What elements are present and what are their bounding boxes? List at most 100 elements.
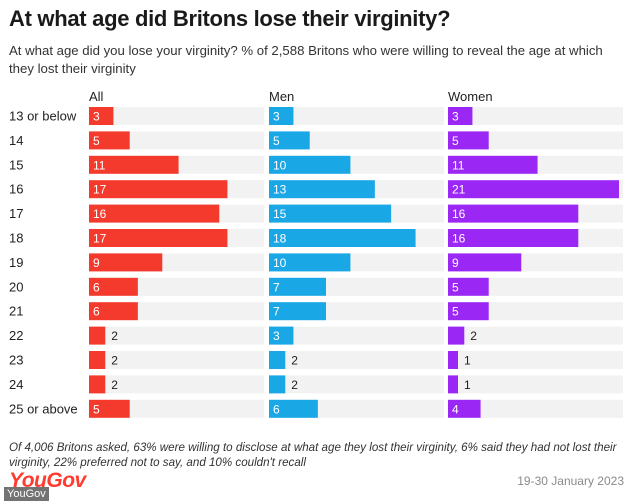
watermark: YouGov xyxy=(4,487,49,501)
bar-all-17 xyxy=(89,204,220,223)
data-label-women-18: 16 xyxy=(452,232,466,246)
bar-men-18 xyxy=(269,229,416,247)
bar-track-women-21 xyxy=(448,302,623,321)
bar-track-men-23 xyxy=(269,351,444,369)
bar-track-all-13-or-below xyxy=(89,107,264,125)
bar-track-women-22 xyxy=(448,326,623,345)
bar-men-14 xyxy=(269,131,310,150)
data-label-all-17: 16 xyxy=(93,207,107,221)
category-label-22: 22 xyxy=(9,328,23,343)
panel-header-all: All xyxy=(89,89,104,104)
footnote: Of 4,006 Britons asked, 63% were willing… xyxy=(9,441,617,469)
data-label-women-21: 5 xyxy=(452,305,459,319)
bar-women-19 xyxy=(448,253,522,272)
bar-all-13-or-below xyxy=(89,107,114,125)
data-label-all-15: 11 xyxy=(93,158,106,172)
chart-title: At what age did Britons lose their virgi… xyxy=(9,6,451,31)
bar-all-14 xyxy=(89,131,130,150)
bar-women-14 xyxy=(448,131,489,150)
bar-track-men-13-or-below xyxy=(269,107,444,125)
category-label-17: 17 xyxy=(9,206,23,221)
data-label-all-20: 6 xyxy=(93,280,100,294)
category-label-23: 23 xyxy=(9,353,23,368)
data-label-men-20: 7 xyxy=(273,280,280,294)
bar-track-women-20 xyxy=(448,277,623,296)
category-label-14: 14 xyxy=(9,133,23,148)
yougov-logo: YouGov xyxy=(9,469,86,492)
bar-women-21 xyxy=(448,302,489,321)
data-label-women-13-or-below: 3 xyxy=(452,110,459,124)
bar-women-15 xyxy=(448,155,538,174)
bar-women-20 xyxy=(448,277,489,296)
bar-men-22 xyxy=(269,326,294,345)
bar-men-24 xyxy=(269,375,286,394)
bar-track-women-25-or-above xyxy=(448,399,623,418)
data-label-men-21: 7 xyxy=(273,305,280,319)
bar-women-23 xyxy=(448,351,458,369)
category-label-16: 16 xyxy=(9,182,23,197)
bar-women-25-or-above xyxy=(448,399,481,418)
data-label-men-25-or-above: 6 xyxy=(273,402,280,416)
data-label-all-14: 5 xyxy=(93,134,100,148)
data-label-men-19: 10 xyxy=(273,256,287,270)
bar-men-19 xyxy=(269,253,351,272)
bar-track-women-23 xyxy=(448,351,623,369)
panel-header-men: Men xyxy=(269,89,294,104)
bar-women-13-or-below xyxy=(448,107,473,125)
bar-all-23 xyxy=(89,351,106,369)
data-label-women-22: 2 xyxy=(470,329,477,343)
bar-track-all-25-or-above xyxy=(89,399,264,418)
bar-all-16 xyxy=(89,180,228,199)
bar-track-all-14 xyxy=(89,131,264,150)
data-label-women-17: 16 xyxy=(452,207,466,221)
bar-women-24 xyxy=(448,375,458,394)
bar-all-25-or-above xyxy=(89,399,130,418)
category-label-20: 20 xyxy=(9,279,23,294)
data-label-men-15: 10 xyxy=(273,158,287,172)
category-label-15: 15 xyxy=(9,157,23,172)
data-label-all-24: 2 xyxy=(111,378,118,392)
data-label-all-13-or-below: 3 xyxy=(93,110,100,124)
data-label-women-20: 5 xyxy=(452,280,459,294)
bar-track-women-24 xyxy=(448,375,623,394)
bar-men-21 xyxy=(269,302,326,321)
bar-track-all-22 xyxy=(89,326,264,345)
chart-subtitle: At what age did you lose your virginity?… xyxy=(9,43,603,76)
data-label-women-24: 1 xyxy=(464,378,471,392)
bar-all-24 xyxy=(89,375,106,394)
data-label-men-13-or-below: 3 xyxy=(273,110,280,124)
data-label-all-23: 2 xyxy=(111,354,118,368)
data-label-men-18: 18 xyxy=(273,232,287,246)
bar-all-21 xyxy=(89,302,138,321)
data-label-all-22: 2 xyxy=(111,329,118,343)
bar-all-15 xyxy=(89,155,179,174)
data-label-all-25-or-above: 5 xyxy=(93,402,100,416)
data-label-women-23: 1 xyxy=(464,354,471,368)
bar-track-all-24 xyxy=(89,375,264,394)
category-label-18: 18 xyxy=(9,231,23,246)
data-label-men-14: 5 xyxy=(273,134,280,148)
data-label-women-19: 9 xyxy=(452,256,459,270)
survey-date: 19-30 January 2023 xyxy=(517,474,624,488)
bar-men-15 xyxy=(269,155,351,174)
bar-women-22 xyxy=(448,326,465,345)
data-label-women-25-or-above: 4 xyxy=(452,402,459,416)
bar-track-women-13-or-below xyxy=(448,107,623,125)
bar-women-16 xyxy=(448,180,619,199)
bar-all-20 xyxy=(89,277,138,296)
category-label-24: 24 xyxy=(9,377,23,392)
bar-track-men-22 xyxy=(269,326,444,345)
data-label-all-21: 6 xyxy=(93,305,100,319)
data-label-men-22: 3 xyxy=(273,329,280,343)
bar-women-18 xyxy=(448,229,579,247)
data-label-women-15: 11 xyxy=(452,158,465,172)
data-label-all-16: 17 xyxy=(93,183,107,197)
bar-men-16 xyxy=(269,180,375,199)
bar-all-19 xyxy=(89,253,163,272)
bar-track-women-14 xyxy=(448,131,623,150)
data-label-women-14: 5 xyxy=(452,134,459,148)
bar-all-18 xyxy=(89,229,228,247)
data-label-men-24: 2 xyxy=(291,378,298,392)
bar-men-17 xyxy=(269,204,392,223)
